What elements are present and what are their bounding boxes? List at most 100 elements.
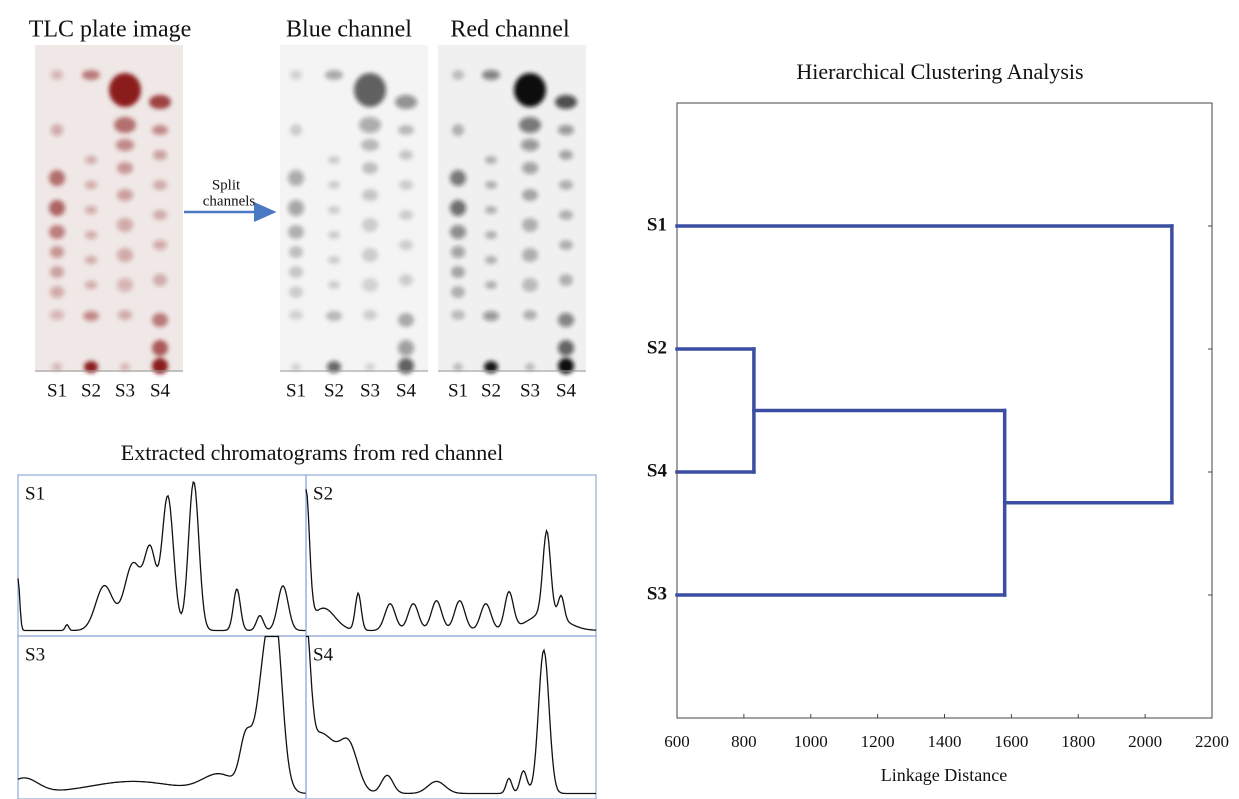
spot	[453, 363, 463, 371]
spot	[289, 266, 303, 278]
chromatogram-panel	[305, 635, 597, 799]
chromatogram-label: S3	[25, 644, 45, 665]
spot	[451, 310, 465, 320]
spot	[451, 266, 465, 278]
spot	[399, 210, 413, 220]
spot	[354, 73, 386, 107]
spot	[85, 281, 97, 289]
spot	[362, 278, 378, 292]
spot	[398, 340, 414, 356]
spot	[559, 180, 573, 190]
spot	[84, 361, 98, 373]
spot	[328, 231, 340, 239]
spot	[291, 363, 301, 371]
spot	[153, 274, 167, 286]
x-tick-label: 1000	[794, 732, 828, 751]
spot	[152, 125, 168, 135]
spot	[153, 210, 167, 220]
lane-label: S2	[81, 380, 101, 401]
spot	[51, 124, 63, 136]
spot	[83, 311, 99, 321]
spot	[484, 361, 498, 373]
spot	[328, 181, 340, 189]
spot	[485, 206, 497, 214]
spot	[328, 156, 340, 164]
lane-label: S3	[360, 380, 380, 401]
lane-label: S3	[520, 380, 540, 401]
spot	[152, 313, 168, 327]
spot	[117, 218, 133, 232]
spot	[450, 170, 466, 186]
spot	[399, 274, 413, 286]
spot	[328, 206, 340, 214]
chromatogram-trace	[305, 489, 597, 632]
spot	[361, 139, 379, 151]
x-tick-label: 1600	[994, 732, 1028, 751]
spot	[50, 266, 64, 278]
spot	[452, 124, 464, 136]
spot	[149, 95, 171, 109]
spot	[49, 225, 65, 239]
spot	[49, 200, 65, 216]
spot	[362, 162, 378, 174]
x-tick-label: 1400	[928, 732, 962, 751]
spot	[82, 70, 100, 80]
spot	[362, 189, 378, 201]
spot	[288, 225, 304, 239]
x-tick-label: 2000	[1128, 732, 1162, 751]
spot	[117, 278, 133, 292]
chromatogram-label: S2	[313, 483, 333, 504]
leaf-label: S4	[647, 460, 668, 481]
spot	[559, 210, 573, 220]
lane-label: S2	[324, 380, 344, 401]
spot	[288, 200, 304, 216]
spots	[49, 70, 171, 374]
x-tick-label: 800	[731, 732, 757, 751]
spot	[399, 180, 413, 190]
chromatogram-panel	[305, 474, 597, 637]
spot	[85, 256, 97, 264]
spot	[85, 181, 97, 189]
spot	[485, 256, 497, 264]
spot	[359, 117, 381, 133]
spot	[558, 340, 574, 356]
x-tick-label: 600	[664, 732, 690, 751]
spot	[522, 248, 538, 262]
chart-title: Hierarchical Clustering Analysis	[796, 59, 1083, 84]
spot	[399, 240, 413, 250]
spot	[514, 73, 546, 107]
chromatogram-trace	[17, 481, 306, 632]
spot	[450, 225, 466, 239]
spot	[117, 189, 133, 201]
spot	[288, 170, 304, 186]
spot	[521, 139, 539, 151]
spots	[450, 70, 577, 374]
spot	[522, 278, 538, 292]
spot	[559, 274, 573, 286]
spot	[85, 156, 97, 164]
lane-label: S4	[396, 380, 417, 401]
spot	[451, 286, 465, 298]
spot	[152, 340, 168, 356]
spot	[85, 206, 97, 214]
spot	[525, 363, 535, 371]
spot	[327, 361, 341, 373]
spot	[450, 200, 466, 216]
spot	[49, 170, 65, 186]
split-label: Split	[212, 177, 241, 193]
spot	[559, 240, 573, 250]
spot	[85, 231, 97, 239]
lane-label: S4	[150, 380, 171, 401]
spot	[558, 125, 574, 135]
leaf-label: S1	[647, 214, 667, 235]
spot	[365, 363, 375, 371]
spot	[485, 181, 497, 189]
chromatogram-label: S4	[313, 644, 334, 665]
spots	[288, 70, 417, 374]
chromatogram-panel	[17, 474, 307, 637]
spot	[395, 95, 417, 109]
spot	[153, 150, 167, 160]
spot	[289, 246, 303, 258]
spot	[328, 256, 340, 264]
